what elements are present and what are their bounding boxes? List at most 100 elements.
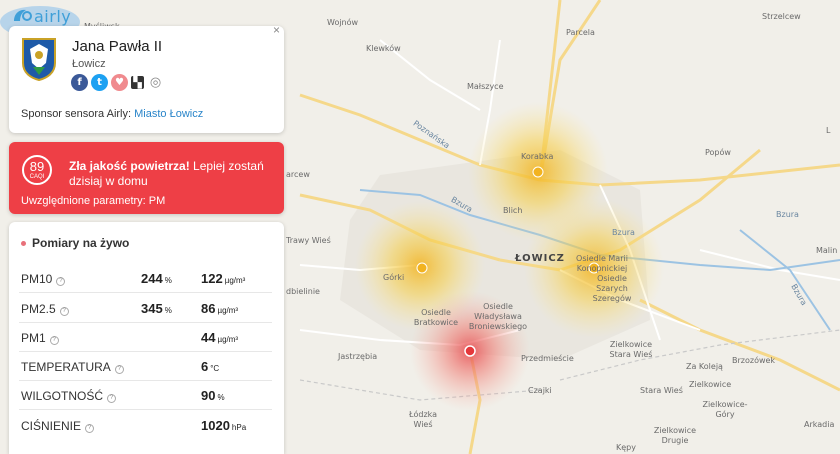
measurement-value: 122 µg/m³ (201, 271, 246, 286)
live-dot-icon (21, 241, 26, 247)
alert-message: Zła jakość powietrza! Lepiej zostań dzis… (69, 159, 269, 189)
map-label: Górki (383, 273, 405, 282)
map-label: Popów (705, 148, 731, 157)
measurement-percent: 345% (141, 301, 172, 316)
caqi-value: 89 (29, 159, 45, 174)
map-label: Zielkowice-Góry (702, 400, 748, 419)
facebook-icon[interactable]: f (71, 74, 88, 91)
airly-logo-text: airly (34, 7, 72, 26)
sensor-marker-selected (464, 345, 476, 357)
railway (299, 329, 840, 401)
map-label: Bzura (612, 228, 635, 237)
close-icon[interactable]: × (272, 23, 280, 37)
twitter-icon[interactable]: t (91, 74, 108, 91)
map-label: Blich (503, 206, 523, 215)
live-title: Pomiary na żywo (21, 236, 129, 250)
caqi-label: CAQI (29, 174, 45, 180)
sensor-marker-konopnickiej (588, 262, 600, 274)
alert-headline: Zła jakość powietrza! (69, 159, 190, 173)
station-city: Łowicz (72, 58, 106, 70)
sponsor-line: Sponsor sensora Airly: Miasto Łowicz (21, 108, 203, 120)
live-title-text: Pomiary na żywo (32, 236, 130, 250)
map-label: Czajki (528, 386, 552, 395)
map-label: Osiedle Szarych Szeregów (592, 274, 632, 303)
measurement-percent (141, 388, 143, 403)
map-label: Trawy Wieś (286, 236, 331, 245)
alert-params: Uwzględnione parametry: PM (21, 195, 166, 207)
sponsor-link[interactable]: Miasto Łowicz (134, 108, 204, 120)
locate-icon[interactable]: ◎ (149, 75, 162, 90)
map-label: L (826, 126, 831, 135)
map-label: Osiedle Marii Konopnickiej (576, 254, 628, 273)
alert-advice: Lepiej zostań dzisiaj w domu (69, 159, 264, 188)
info-icon[interactable]: ? (107, 394, 117, 403)
heart-icon[interactable]: ♥ (111, 74, 128, 91)
caqi-badge: 89 CAQI (22, 155, 52, 185)
measurement-percent (141, 418, 143, 433)
station-name: Jana Pawła II (72, 38, 163, 55)
info-icon[interactable]: ? (59, 307, 69, 316)
measurement-value: 90% (201, 388, 225, 403)
info-icon[interactable]: ? (85, 424, 95, 433)
measurement-row: WILGOTNOŚĆ? 90% (19, 381, 272, 410)
map-label: Małszyce (467, 82, 504, 91)
airly-logo-icon (14, 9, 32, 21)
social-links: f t ♥ ▚ ◎ (71, 74, 164, 91)
measurement-value: 86 µg/m³ (201, 301, 239, 316)
measurement-row: PM2.5? 345% 86 µg/m³ (19, 294, 272, 323)
info-icon[interactable]: ? (114, 365, 124, 374)
info-icon[interactable]: ? (49, 336, 59, 345)
live-measurements-panel: Pomiary na żywo PM10? 244% 122 µg/m³ PM2.5? 3… (9, 222, 284, 454)
map-label: Klewków (366, 44, 401, 53)
measurement-row: PM1? 44 µg/m³ (19, 323, 272, 352)
map-label: Zielkowice Stara Wieś (609, 340, 653, 359)
map-label: Osiedle Bratkowice (413, 308, 459, 327)
sensor-marker-korabka (532, 166, 544, 178)
measurement-name: TEMPERATURA? (21, 360, 124, 374)
map-label: arcew (286, 170, 310, 179)
map-label: Osiedle Władysława Broniewskiego (468, 302, 528, 331)
map-label: dbielinie (286, 287, 320, 296)
city-crest-icon (22, 38, 56, 81)
map-label: Malin (816, 246, 838, 255)
measurement-value: 1020 hPa (201, 418, 247, 433)
measurement-percent: 244% (141, 271, 172, 286)
map-label: Przedmieście (521, 354, 574, 363)
measurement-value: 6 °C (201, 359, 220, 374)
measurement-percent (141, 359, 143, 374)
qr-icon[interactable]: ▚ (131, 76, 144, 89)
station-info-panel: × Jana Pawła II Łowicz f t ♥ ▚ ◎ Sponsor… (9, 23, 284, 133)
measurement-name: PM1? (21, 331, 59, 345)
measurement-value: 44 µg/m³ (201, 330, 239, 345)
map-label: Za Koleją (686, 362, 723, 371)
map-label: Jastrzębia (338, 352, 378, 361)
map-label: Brzozówek (732, 356, 776, 365)
map-label: Strzelcew (762, 12, 801, 21)
measurement-name: PM10? (21, 272, 66, 286)
map-label: Wojnów (327, 18, 359, 27)
info-icon[interactable]: ? (56, 277, 66, 286)
measurement-row: PM10? 244% 122 µg/m³ (19, 264, 272, 293)
map-label: Zielkowice (689, 380, 732, 389)
map-label: Arkadia (804, 420, 835, 429)
map-label-city: ŁOWICZ (515, 253, 565, 264)
map-label: Bzura (776, 210, 799, 219)
map-label: Kępy (616, 443, 636, 452)
measurement-name: WILGOTNOŚĆ? (21, 389, 117, 403)
measurement-row: TEMPERATURA? 6 °C (19, 352, 272, 381)
air-quality-alert: 89 CAQI Zła jakość powietrza! Lepiej zos… (9, 142, 284, 214)
airly-logo[interactable]: airly (12, 4, 72, 26)
measurement-row: CIŚNIENIE? 1020 hPa (19, 411, 272, 440)
map-label: Parcela (566, 28, 595, 37)
map-label: Korabka (521, 152, 554, 161)
map-label: Zielkowice Drugie (653, 426, 697, 445)
map-label: Stara Wieś (640, 386, 683, 395)
map-label: Łódzka Wieś (408, 410, 438, 429)
measurement-name: PM2.5? (21, 302, 69, 316)
sensor-marker-gorki (416, 262, 428, 274)
measurement-percent (141, 330, 143, 345)
measurement-name: CIŚNIENIE? (21, 419, 95, 433)
sponsor-label: Sponsor sensora Airly: (21, 108, 132, 120)
